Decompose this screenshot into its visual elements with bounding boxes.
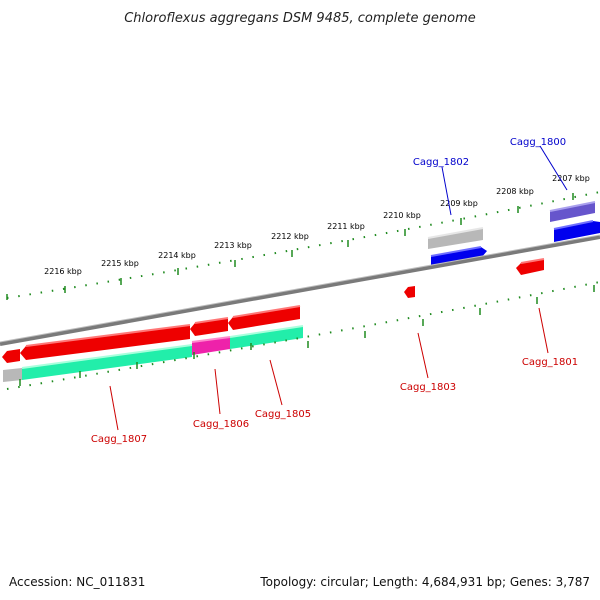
map-title: Chloroflexus aggregans DSM 9485, complet… [124, 11, 476, 26]
gene-arrow-cagg-1807[interactable] [20, 325, 190, 360]
scale-label: 2216 kbp [44, 267, 82, 276]
rna-feature-highlight [191, 336, 231, 343]
leader-cagg-1800 [539, 145, 568, 191]
gene-label-cagg-1805[interactable]: Cagg_1805 [255, 409, 311, 420]
leader-cagg-1802 [441, 166, 452, 216]
rna-feature-1807[interactable] [22, 345, 192, 380]
scale-label: 2209 kbp [440, 199, 478, 208]
gene-label-cagg-1802[interactable]: Cagg_1802 [413, 157, 469, 168]
gene-label-cagg-1806[interactable]: Cagg_1806 [193, 419, 249, 430]
scale-label: 2208 kbp [496, 187, 534, 196]
reverse-minor-ticks [6, 281, 600, 390]
gene-arrow-cagg-1800-b[interactable] [554, 221, 600, 242]
rna-feature-highlight [229, 325, 304, 338]
rna-feature-highlight [427, 227, 484, 239]
gene-arrow-cagg-1802[interactable] [431, 247, 487, 267]
accession-text: Accession: NC_011831 [9, 575, 145, 589]
scale-label: 2212 kbp [271, 232, 309, 241]
genome-backbone [0, 235, 600, 346]
gene-label-cagg-1800[interactable]: Cagg_1800 [510, 137, 566, 148]
gene-label-cagg-1801[interactable]: Cagg_1801 [522, 357, 578, 368]
rna-feature-partial[interactable] [3, 368, 22, 382]
gene-arrow-highlight [520, 258, 545, 264]
scale-label: 2211 kbp [327, 222, 365, 231]
forward-tick-track [6, 193, 574, 300]
gene-arrow-highlight [232, 305, 301, 318]
genome-summary-text: Topology: circular; Length: 4,684,931 bp… [259, 575, 590, 589]
leader-cagg-1803 [417, 332, 429, 379]
rna-feature-forward[interactable] [428, 228, 483, 249]
gene-arrow-cagg-1803[interactable] [404, 286, 415, 298]
gene-arrow-partial[interactable] [2, 349, 20, 363]
rna-feature-1805[interactable] [230, 326, 303, 349]
gene-arrow-highlight [194, 317, 229, 324]
scale-labels: 2216 kbp 2215 kbp 2214 kbp 2213 kbp 2212… [44, 174, 590, 276]
gene-arrow-cagg-1800[interactable] [550, 202, 595, 222]
gene-arrow-highlight [25, 324, 191, 347]
scale-label: 2210 kbp [383, 211, 421, 220]
gene-arrow-cagg-1805[interactable] [228, 306, 300, 330]
gene-label-cagg-1807[interactable]: Cagg_1807 [91, 434, 147, 445]
reverse-tick-track [19, 285, 595, 386]
leader-cagg-1805 [269, 359, 283, 406]
scale-label: 2207 kbp [552, 174, 590, 183]
leader-lines [109, 145, 568, 431]
gene-arrow-highlight [553, 220, 594, 230]
gene-arrow-highlight [430, 246, 482, 257]
leader-cagg-1807 [109, 385, 119, 431]
gene-arrow-highlight [549, 201, 596, 212]
scale-label: 2215 kbp [101, 259, 139, 268]
rna-feature-highlight [21, 344, 193, 369]
forward-minor-ticks [6, 191, 600, 299]
gene-label-cagg-1803[interactable]: Cagg_1803 [400, 382, 456, 393]
scale-label: 2213 kbp [214, 241, 252, 250]
scale-label: 2214 kbp [158, 251, 196, 260]
leader-cagg-1801 [538, 307, 549, 354]
leader-cagg-1806 [214, 368, 221, 415]
genome-backbone-highlight [0, 234, 600, 343]
